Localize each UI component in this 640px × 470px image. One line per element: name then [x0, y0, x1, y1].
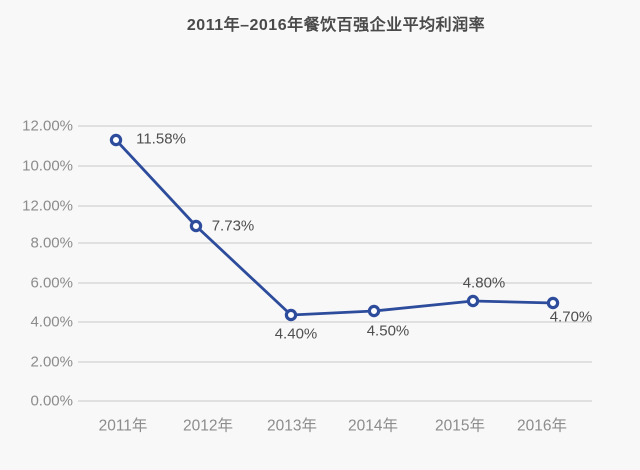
data-point-marker: [109, 133, 123, 147]
data-point-label: 4.50%: [367, 323, 410, 340]
data-point-label: 4.40%: [275, 326, 318, 343]
data-point-marker: [367, 304, 381, 318]
chart-title: 2011年–2016年餐饮百强企业平均利润率: [186, 17, 486, 34]
data-point-label: 4.70%: [550, 309, 593, 326]
y-axis-tick-label: 4.00%: [30, 314, 73, 331]
y-axis-tick-label: 12.00%: [22, 118, 73, 135]
y-axis-tick-label: 0.00%: [30, 393, 73, 410]
data-point-marker: [284, 308, 298, 322]
data-point-marker: [189, 219, 203, 233]
x-axis-tick-label: 2016年: [517, 417, 567, 435]
data-point-label: 4.80%: [463, 275, 506, 292]
y-axis-tick-label: 8.00%: [30, 235, 73, 252]
data-line: [114, 138, 555, 317]
x-axis-tick-label: 2012年: [183, 417, 233, 435]
x-axis-tick-label: 2015年: [435, 417, 485, 435]
x-axis-tick-label: 2014年: [348, 417, 398, 435]
data-point-marker: [466, 294, 480, 308]
y-axis-tick-label: 6.00%: [30, 275, 73, 292]
y-axis-tick-label: 10.00%: [22, 158, 73, 175]
data-point-label: 7.73%: [212, 218, 255, 235]
y-axis-tick-label: 2.00%: [30, 354, 73, 371]
data-point-label: 11.58%: [136, 131, 186, 148]
y-axis-tick-label: 12.00%: [22, 198, 73, 215]
x-axis-tick-label: 2013年: [267, 417, 317, 435]
data-point-marker: [546, 296, 560, 310]
x-axis-tick-label: 2011年: [99, 417, 148, 435]
